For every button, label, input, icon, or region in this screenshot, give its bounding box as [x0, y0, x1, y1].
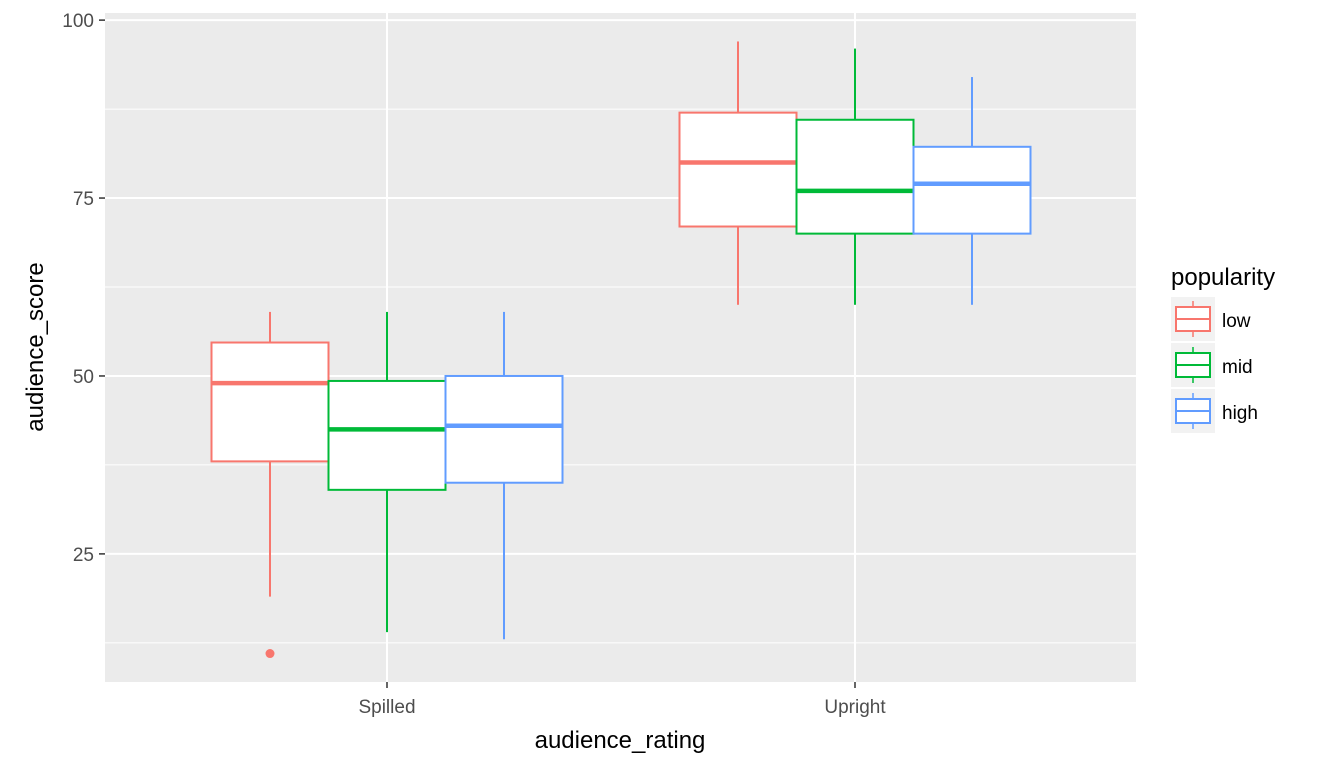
box-body	[795, 118, 915, 235]
y-tick-label: 25	[73, 545, 94, 566]
legend: popularity low mid high	[1171, 264, 1275, 433]
box-low-upright	[678, 41, 798, 305]
box-high-spilled	[444, 311, 564, 640]
box-body	[912, 145, 1032, 235]
box-low-spilled	[210, 311, 330, 659]
box-high-upright	[912, 77, 1032, 305]
box-mid-upright	[795, 48, 915, 305]
x-axis-title: audience_rating	[535, 727, 706, 754]
x-tick-label: Upright	[824, 697, 886, 718]
box-body	[444, 374, 564, 484]
legend-key-high: high	[1171, 389, 1258, 433]
y-tick-label: 100	[62, 11, 94, 32]
box-body	[210, 341, 330, 463]
box-layer	[210, 41, 1032, 659]
legend-key-mid: mid	[1171, 343, 1253, 387]
box-body	[327, 379, 447, 491]
y-axis-title: audience_score	[22, 262, 49, 431]
x-tick-label: Spilled	[358, 697, 415, 718]
legend-title: popularity	[1171, 264, 1275, 291]
axis-layer: 25 50 75 100 Spilled Upright	[62, 11, 886, 718]
legend-key-low: low	[1171, 297, 1251, 341]
legend-keys: low mid high	[1171, 297, 1258, 433]
legend-label: mid	[1222, 357, 1253, 378]
legend-label: low	[1222, 311, 1251, 332]
box-body	[678, 111, 798, 228]
legend-label: high	[1222, 403, 1258, 424]
outlier-point	[265, 649, 275, 659]
y-tick-label: 50	[73, 367, 94, 388]
box-mid-spilled	[327, 311, 447, 633]
y-tick-label: 75	[73, 189, 94, 210]
